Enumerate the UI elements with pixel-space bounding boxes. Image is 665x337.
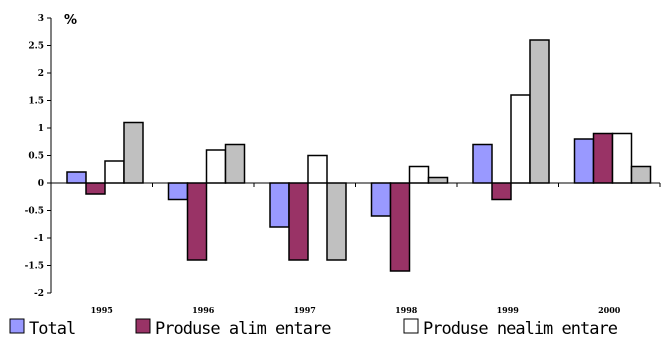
bar-series-4-1996	[224, 143, 246, 184]
bar-produse-alimentare-1999	[491, 182, 512, 201]
bar-produse-alimentare-1998	[389, 182, 411, 272]
bar-total-1998	[370, 182, 392, 217]
x-tick-label-1997: 1997	[294, 305, 316, 315]
bar-total-1997	[269, 182, 290, 228]
legend-label-alimentare: Produse alim entare	[155, 319, 331, 337]
y-tick-label: 2	[38, 69, 44, 79]
x-axis: 1995 1996 1997 1998 1999 2000	[50, 182, 661, 315]
legend-swatch-alimentare	[135, 318, 151, 334]
bar-total-1999	[472, 143, 493, 184]
y-tick-label: -0.5	[25, 207, 44, 217]
bar-series-4-1995	[123, 121, 144, 184]
bar-produse-nealimentare-1999	[510, 94, 531, 184]
legend-swatch-total	[9, 318, 25, 334]
bars	[66, 39, 652, 272]
bar-produse-nealimentare-1996	[205, 149, 227, 184]
y-tick-label: 1.5	[28, 97, 44, 107]
legend: Total Produse alim entare Produse nealim…	[9, 318, 619, 337]
bar-series-4-1998	[427, 176, 449, 184]
bar-total-1996	[167, 182, 189, 201]
bar-series-4-2000	[630, 165, 652, 184]
bar-total-1995	[66, 171, 87, 184]
y-tick-label: 3	[38, 14, 44, 24]
x-tick-label-1999: 1999	[497, 305, 520, 315]
bar-produse-alimentare-1997	[288, 182, 309, 261]
bar-produse-nealimentare-1997	[307, 154, 328, 184]
x-tick-label-1995: 1995	[91, 305, 113, 315]
bar-produse-nealimentare-1995	[104, 160, 125, 184]
bar-produse-alimentare-1996	[186, 182, 208, 261]
y-tick-label: 2.5	[28, 42, 44, 52]
y-tick-label: -2	[34, 289, 44, 299]
y-tick-label: 0	[38, 179, 44, 189]
legend-swatch-nealimentare	[403, 318, 419, 334]
x-tick-label-1996: 1996	[192, 305, 215, 315]
y-tick-label: 0.5	[28, 152, 44, 162]
bar-produse-nealimentare-2000	[611, 132, 633, 184]
bar-series-4-1999	[529, 39, 550, 184]
x-tick-label-2000: 2000	[598, 305, 621, 315]
bar-produse-alimentare-1995	[85, 182, 106, 195]
bar-series-4-1997	[326, 182, 347, 261]
bar-produse-alimentare-2000	[592, 132, 614, 184]
x-tick-label-1998: 1998	[395, 305, 418, 315]
unit-label: %	[64, 13, 77, 28]
legend-label-nealimentare: Produse nealim entare	[423, 319, 618, 337]
bar-total-2000	[573, 138, 595, 184]
legend-label-total: Total	[29, 319, 75, 337]
y-tick-label: -1.5	[25, 262, 44, 272]
y-tick-label: -1	[34, 234, 44, 244]
y-tick-label: 1	[38, 124, 44, 134]
y-axis: -2 -1.5 -1 -0.5 0 0.5 1 1.5 2 2.5 3	[25, 14, 52, 299]
bar-produse-nealimentare-1998	[408, 165, 430, 184]
